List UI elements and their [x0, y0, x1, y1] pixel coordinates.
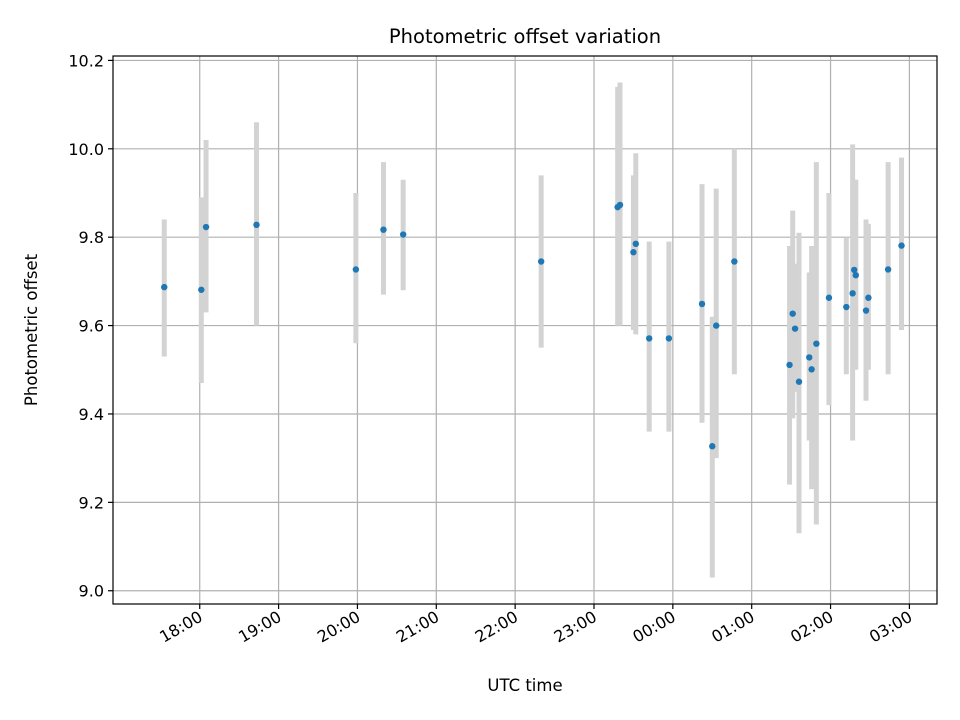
data-point — [862, 307, 870, 314]
data-point — [698, 300, 706, 308]
data-point — [380, 226, 387, 233]
data-point — [253, 221, 260, 229]
data-point — [884, 266, 892, 273]
y-tick-label: 9.6 — [79, 317, 104, 336]
data-point — [813, 340, 820, 347]
data-points — [161, 201, 905, 450]
y-tick-label: 10.0 — [68, 140, 104, 159]
data-point — [808, 366, 815, 373]
data-point — [731, 258, 738, 265]
data-point — [843, 303, 850, 311]
data-point — [806, 354, 813, 361]
data-point — [825, 294, 833, 301]
data-point — [161, 283, 168, 291]
data-point — [791, 325, 799, 332]
y-axis: 9.0 9.2 9.4 9.6 9.8 10.0 10.2 — [68, 51, 113, 601]
data-point — [630, 249, 637, 256]
data-point — [632, 240, 639, 248]
data-point — [795, 378, 803, 385]
data-point — [352, 266, 360, 273]
data-point — [665, 335, 673, 342]
data-point — [786, 361, 793, 369]
data-point — [537, 258, 545, 265]
chart-title: Photometric offset variation — [389, 25, 661, 48]
x-axis-label: UTC time — [487, 676, 562, 695]
data-point — [709, 443, 716, 450]
data-point — [198, 286, 205, 293]
y-tick-label: 9.2 — [79, 493, 104, 512]
data-point — [851, 266, 858, 274]
data-point — [789, 310, 796, 317]
data-point — [849, 290, 856, 297]
y-tick-label: 9.0 — [79, 582, 104, 601]
plot-frame — [112, 55, 938, 605]
data-point — [202, 223, 210, 231]
data-point — [865, 294, 872, 301]
data-point — [645, 335, 653, 342]
data-point — [713, 322, 720, 329]
y-tick-label: 10.2 — [68, 51, 104, 70]
y-axis-label: Photometric offset — [22, 253, 41, 406]
data-point — [898, 242, 905, 249]
data-point — [616, 201, 624, 209]
y-tick-label: 9.8 — [79, 228, 104, 247]
grid — [113, 56, 937, 604]
data-point — [852, 272, 859, 279]
data-point — [399, 231, 407, 238]
y-tick-label: 9.4 — [79, 405, 104, 424]
